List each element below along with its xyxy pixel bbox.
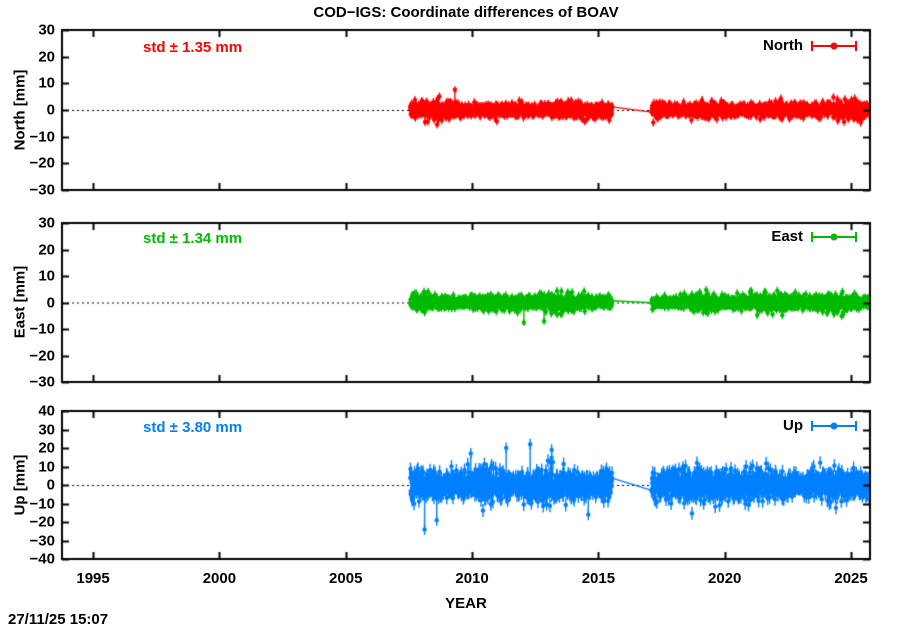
- east-std-annotation: std ± 1.34 mm: [143, 230, 243, 247]
- y-tick-label: −10: [29, 128, 55, 146]
- up-legend-label: Up: [783, 417, 803, 434]
- north-legend: North: [763, 37, 857, 54]
- y-tick-label: 30: [38, 421, 55, 438]
- up-std-annotation: std ± 3.80 mm: [143, 419, 243, 436]
- y-tick-label: 30: [38, 214, 55, 232]
- y-tick-label: −40: [29, 550, 55, 568]
- y-tick-label: 0: [46, 476, 55, 494]
- y-tick-label: −10: [29, 495, 55, 512]
- y-tick-label: 0: [46, 294, 55, 311]
- y-tick-label: 10: [38, 458, 55, 475]
- y-tick-label: −20: [29, 513, 55, 531]
- north-y-axis-label: North [mm]: [11, 69, 29, 151]
- y-tick-label: −30: [29, 532, 55, 549]
- x-tick-label: 2025: [834, 570, 868, 587]
- x-tick-label: 2010: [455, 570, 489, 587]
- y-tick-label: −20: [29, 347, 55, 364]
- east-legend-label: East: [771, 228, 803, 245]
- x-axis-label: YEAR: [445, 595, 487, 612]
- y-tick-label: 30: [38, 21, 55, 39]
- x-tick-label: 2015: [581, 570, 616, 587]
- timestamp: 27/11/25 15:07: [8, 611, 109, 628]
- y-tick-label: 10: [38, 267, 55, 285]
- east-errorbar-marker-icon: [811, 231, 857, 243]
- y-tick-label: −30: [29, 373, 55, 391]
- y-tick-label: 20: [38, 439, 55, 457]
- up-errorbar-marker-icon: [811, 420, 857, 432]
- y-tick-label: −10: [29, 320, 55, 338]
- up-y-axis-label: Up [mm]: [11, 454, 29, 516]
- y-tick-label: 20: [38, 48, 55, 66]
- x-tick-label: 2005: [329, 570, 363, 587]
- up-legend: Up: [783, 417, 857, 434]
- east-legend: East: [771, 228, 857, 245]
- y-tick-label: 0: [46, 101, 55, 119]
- y-tick-label: 40: [38, 402, 55, 420]
- y-tick-label: −30: [29, 181, 55, 199]
- north-std-annotation: std ± 1.35 mm: [143, 39, 243, 56]
- y-tick-label: −20: [29, 154, 55, 172]
- north-legend-label: North: [763, 37, 803, 54]
- x-tick-label: 1995: [76, 570, 110, 587]
- x-tick-label: 2000: [202, 570, 237, 587]
- north-errorbar-marker-icon: [811, 40, 857, 52]
- y-tick-label: 20: [38, 241, 55, 258]
- x-tick-label: 2020: [708, 570, 742, 587]
- east-y-axis-label: East [mm]: [11, 265, 29, 339]
- plot-title: COD−IGS: Coordinate differences of BOAV: [313, 4, 619, 21]
- y-tick-label: 10: [38, 74, 55, 92]
